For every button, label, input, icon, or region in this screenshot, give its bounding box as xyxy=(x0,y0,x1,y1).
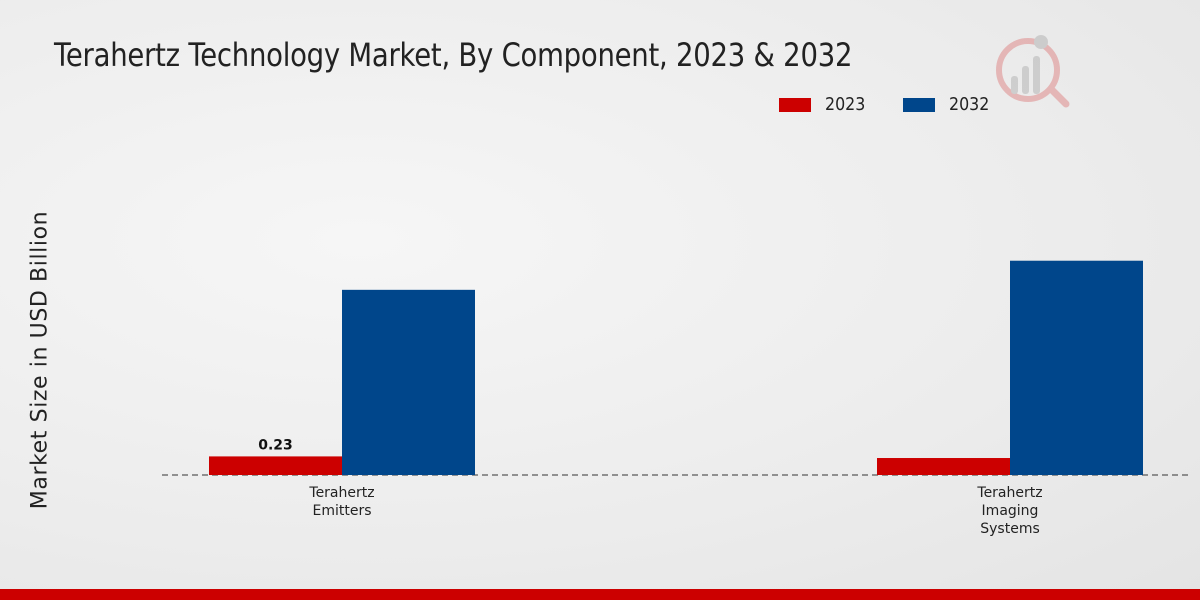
legend-swatch-2023 xyxy=(779,97,811,112)
bar-2023-1[interactable] xyxy=(877,458,1010,475)
legend-label-2023: 2023 xyxy=(825,94,866,115)
legend-item-2023[interactable]: 2023 xyxy=(779,94,871,115)
legend-swatch-2032 xyxy=(902,97,935,112)
legend-label-2032: 2032 xyxy=(948,94,990,115)
brand-bottom-bar xyxy=(0,589,1200,600)
x-tick-label-0: Terahertz Emitters xyxy=(308,485,374,519)
legend-item-2032[interactable]: 2032 xyxy=(902,94,995,115)
chart-legend: 2023 2032 xyxy=(779,94,1027,115)
chart-title: Terahertz Technology Market, By Componen… xyxy=(54,36,853,74)
bar-2032-0[interactable] xyxy=(342,289,475,475)
bar-2032-1[interactable] xyxy=(1010,260,1143,475)
bar-2023-0[interactable] xyxy=(209,456,342,475)
data-label-2023-0: 0.23 xyxy=(258,437,293,453)
x-tick-label-1: Terahertz Imaging Systems xyxy=(976,485,1042,537)
watermark-logo-icon xyxy=(996,35,1070,108)
